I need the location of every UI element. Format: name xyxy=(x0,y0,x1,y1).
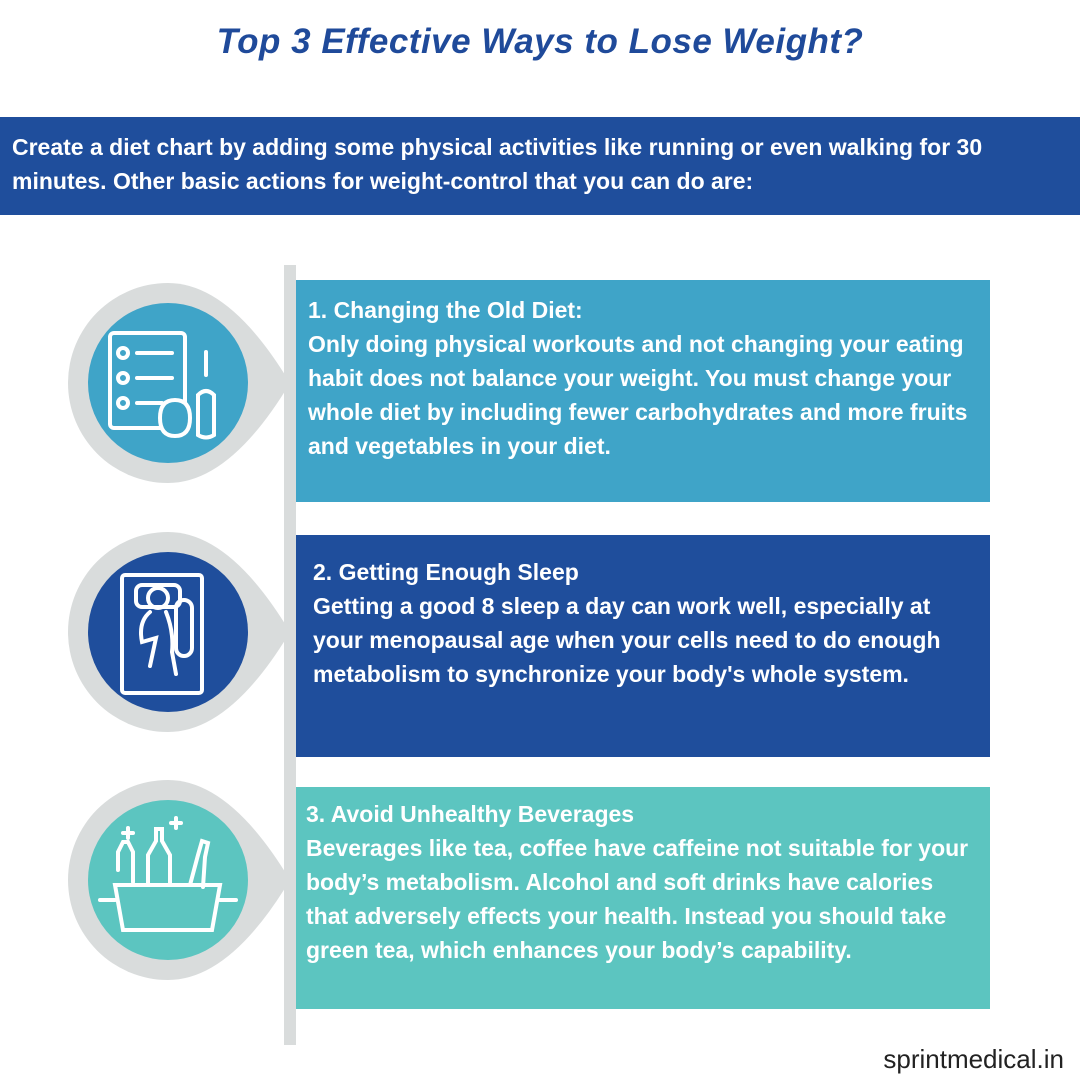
badge-3 xyxy=(68,780,290,980)
card: 3. Avoid Unhealthy Beverages Beverages l… xyxy=(296,787,990,1009)
badge-1 xyxy=(68,283,290,483)
card-heading: 1. Changing the Old Diet: xyxy=(308,297,583,323)
card-body: Only doing physical workouts and not cha… xyxy=(308,331,968,459)
card-heading: 3. Avoid Unhealthy Beverages xyxy=(306,801,635,827)
card: 2. Getting Enough Sleep Getting a good 8… xyxy=(296,535,990,757)
timeline xyxy=(284,265,296,1045)
card-body: Beverages like tea, coffee have caffeine… xyxy=(306,835,969,963)
footer: sprintmedical.in xyxy=(883,1044,1064,1074)
card-heading: 2. Getting Enough Sleep xyxy=(313,559,579,585)
intro-text: Create a diet chart by adding some physi… xyxy=(12,134,983,194)
title: Top 3 Effective Ways to Lose Weight? xyxy=(216,22,864,61)
card: 1. Changing the Old Diet: Only doing phy… xyxy=(296,280,990,502)
intro-banner: Create a diet chart by adding some physi… xyxy=(0,117,1080,215)
badge-2 xyxy=(68,532,290,732)
card-body: Getting a good 8 sleep a day can work we… xyxy=(313,593,941,687)
